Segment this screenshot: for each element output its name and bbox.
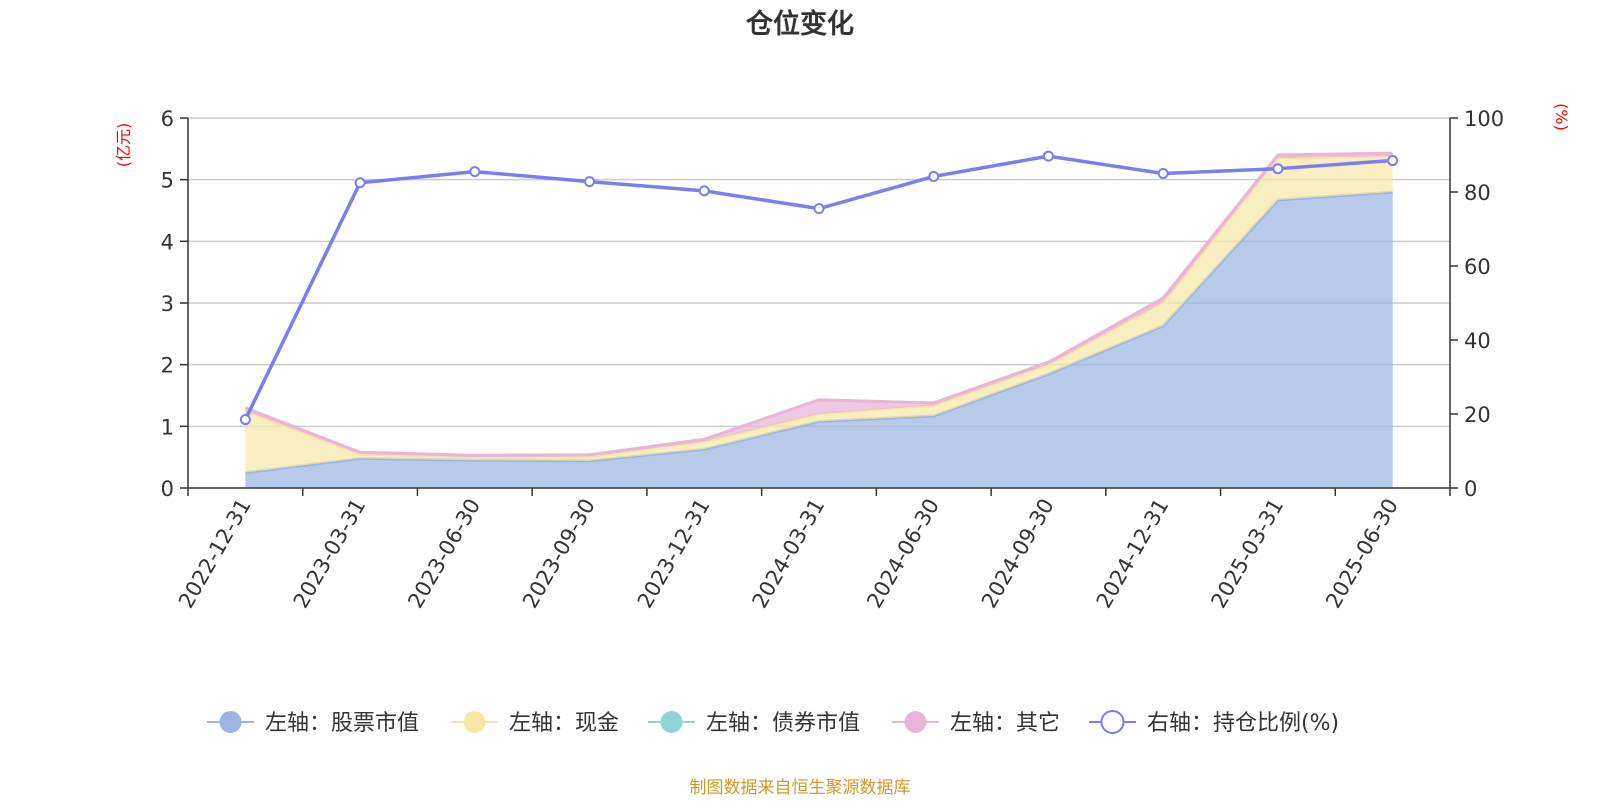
right-axis-tick-label: 100 <box>1464 107 1504 131</box>
x-axis-label: 2024-03-31 <box>748 495 830 613</box>
source-note: 制图数据来自恒生聚源数据库 <box>690 778 911 798</box>
ratio-point <box>1272 163 1284 175</box>
legend-marker <box>660 711 683 733</box>
left-axis-tick-label: 6 <box>161 107 174 131</box>
legend-label: 左轴：债券市值 <box>706 711 860 736</box>
ratio-point <box>813 203 825 215</box>
x-axis-label: 2025-06-30 <box>1321 495 1403 613</box>
right-axis-tick-label: 0 <box>1464 477 1477 501</box>
ratio-point <box>1042 150 1054 162</box>
right-axis-tick-label: 80 <box>1464 181 1491 205</box>
ratio-point <box>354 177 366 189</box>
ratio-point <box>239 414 251 426</box>
left-axis-tick-label: 1 <box>161 415 174 439</box>
ratio-point <box>469 166 481 178</box>
right-axis-unit: (%) <box>1552 103 1571 131</box>
left-axis-tick-label: 4 <box>161 230 174 254</box>
x-axis-label: 2022-12-31 <box>174 495 256 613</box>
legend: 左轴：股票市值 左轴：现金 左轴：债券市值 左轴：其它 右轴：持仓比例(%) <box>207 710 1339 736</box>
x-axis-label: 2024-12-31 <box>1092 495 1174 613</box>
area-edge-e9b4d8 <box>244 151 1393 457</box>
right-axis-tick-label: 40 <box>1464 329 1491 353</box>
area-9bb5e0 <box>245 192 1393 488</box>
x-axis-label: 2024-06-30 <box>862 495 944 613</box>
x-axis-label: 2023-09-30 <box>518 495 600 613</box>
legend-marker <box>219 711 242 733</box>
legend-label: 左轴：现金 <box>509 711 619 736</box>
x-axis-label: 2023-03-31 <box>289 495 371 613</box>
x-axis-label: 2023-12-31 <box>633 495 715 613</box>
left-axis-unit: (亿元) <box>114 123 133 168</box>
legend-label: 左轴：其它 <box>950 711 1060 736</box>
right-axis-tick-label: 60 <box>1464 255 1491 279</box>
left-axis-tick-label: 3 <box>161 292 174 316</box>
ratio-line <box>239 150 1399 426</box>
ratio-point <box>1157 168 1169 179</box>
chart-title: 仓位变化 <box>745 8 854 40</box>
ratio-point <box>698 185 710 197</box>
area-f7e7a6 <box>245 156 1393 473</box>
legend-label: 右轴：持仓比例(%) <box>1147 711 1339 736</box>
left-axis-tick-label: 2 <box>161 354 174 378</box>
legend-marker <box>1100 710 1125 734</box>
left-axis-tick-label: 0 <box>161 477 174 501</box>
x-axis-label: 2023-06-30 <box>403 495 485 613</box>
stacked-areas <box>244 151 1393 488</box>
x-axis-label: 2025-03-31 <box>1206 495 1288 613</box>
right-axis-tick-label: 20 <box>1464 403 1491 427</box>
legend-marker <box>904 711 927 733</box>
ratio-point <box>584 176 596 188</box>
legend-marker <box>463 711 486 733</box>
x-axis-label: 2024-09-30 <box>977 495 1059 613</box>
legend-label: 左轴：股票市值 <box>265 711 419 736</box>
ratio-point <box>1387 155 1399 167</box>
left-axis-tick-label: 5 <box>161 169 174 193</box>
ratio-point <box>928 170 940 182</box>
